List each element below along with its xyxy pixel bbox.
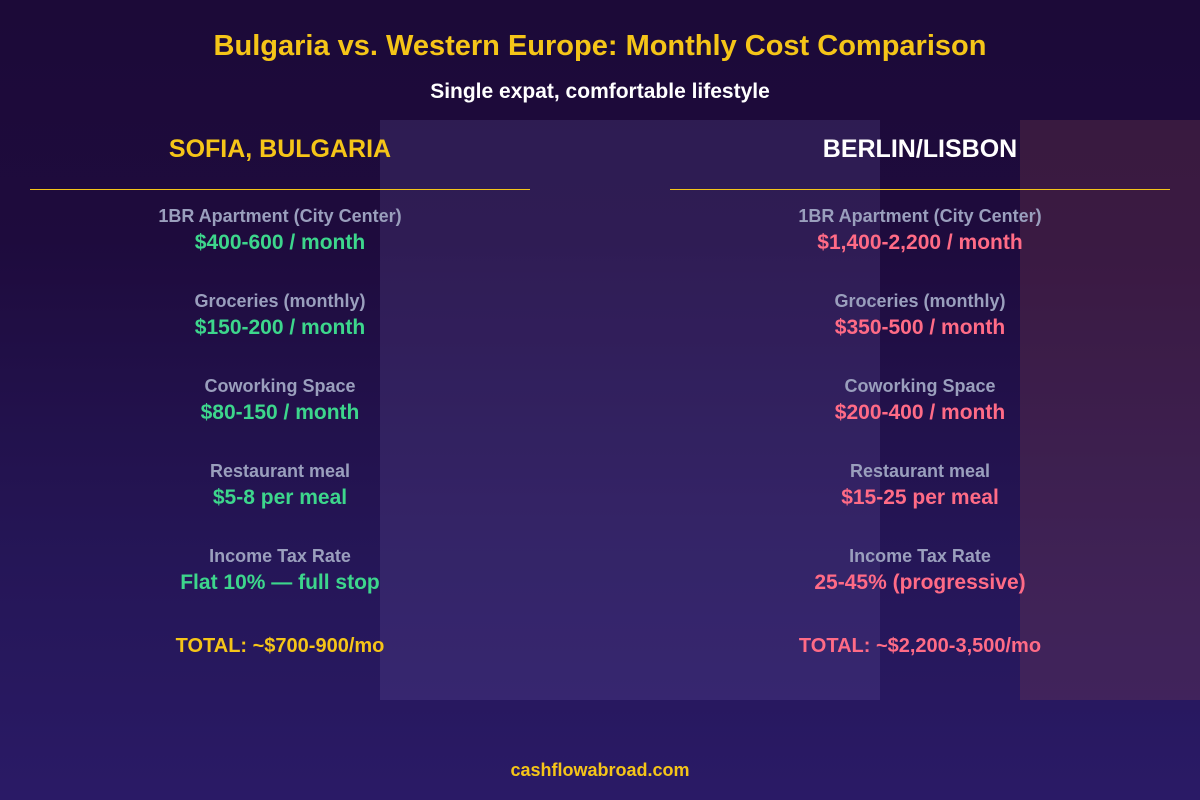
divider [30,189,530,190]
item-value: $80-150 / month [200,401,360,424]
cost-item-income-tax: Income Tax Rate Flat 10% — full stop [0,545,570,597]
total-cost: TOTAL: ~$700-900/mo [175,635,385,657]
item-label: Restaurant meal [849,461,991,481]
cost-item-income-tax: Income Tax Rate 25-45% (progressive) [630,545,1200,597]
item-label: Coworking Space [204,376,356,396]
cost-item-apartment: 1BR Apartment (City Center) $400-600 / m… [0,205,570,257]
page-subtitle: Single expat, comfortable lifestyle [430,80,770,103]
item-value: $1,400-2,200 / month [817,231,1023,254]
item-label: Income Tax Rate [209,546,351,566]
total-cost: TOTAL: ~$2,200-3,500/mo [798,635,1042,657]
cost-item-groceries: Groceries (monthly) $350-500 / month [630,290,1200,342]
item-value: $400-600 / month [194,231,366,254]
item-value: $150-200 / month [194,316,366,339]
item-value: Flat 10% — full stop [180,571,380,594]
divider [670,189,1170,190]
page-title: Bulgaria vs. Western Europe: Monthly Cos… [213,30,987,62]
cost-item-groceries: Groceries (monthly) $150-200 / month [0,290,570,342]
item-value: $5-8 per meal [212,486,348,509]
cost-item-apartment: 1BR Apartment (City Center) $1,400-2,200… [630,205,1200,257]
column-heading: SOFIA, BULGARIA [168,135,392,163]
item-label: Groceries (monthly) [834,291,1006,311]
column-heading: BERLIN/LISBON [822,135,1018,163]
item-label: 1BR Apartment (City Center) [798,206,1042,226]
item-label: Restaurant meal [209,461,351,481]
cost-item-coworking: Coworking Space $200-400 / month [630,375,1200,427]
item-label: Groceries (monthly) [194,291,366,311]
cost-item-restaurant: Restaurant meal $15-25 per meal [630,460,1200,512]
cost-item-restaurant: Restaurant meal $5-8 per meal [0,460,570,512]
item-label: Coworking Space [844,376,996,396]
item-value: $350-500 / month [834,316,1006,339]
item-label: 1BR Apartment (City Center) [158,206,402,226]
item-value: 25-45% (progressive) [814,571,1026,594]
cost-item-coworking: Coworking Space $80-150 / month [0,375,570,427]
item-value: $15-25 per meal [841,486,999,509]
item-value: $200-400 / month [834,401,1006,424]
footer-site-name: cashflowabroad.com [510,760,690,780]
item-label: Income Tax Rate [849,546,991,566]
